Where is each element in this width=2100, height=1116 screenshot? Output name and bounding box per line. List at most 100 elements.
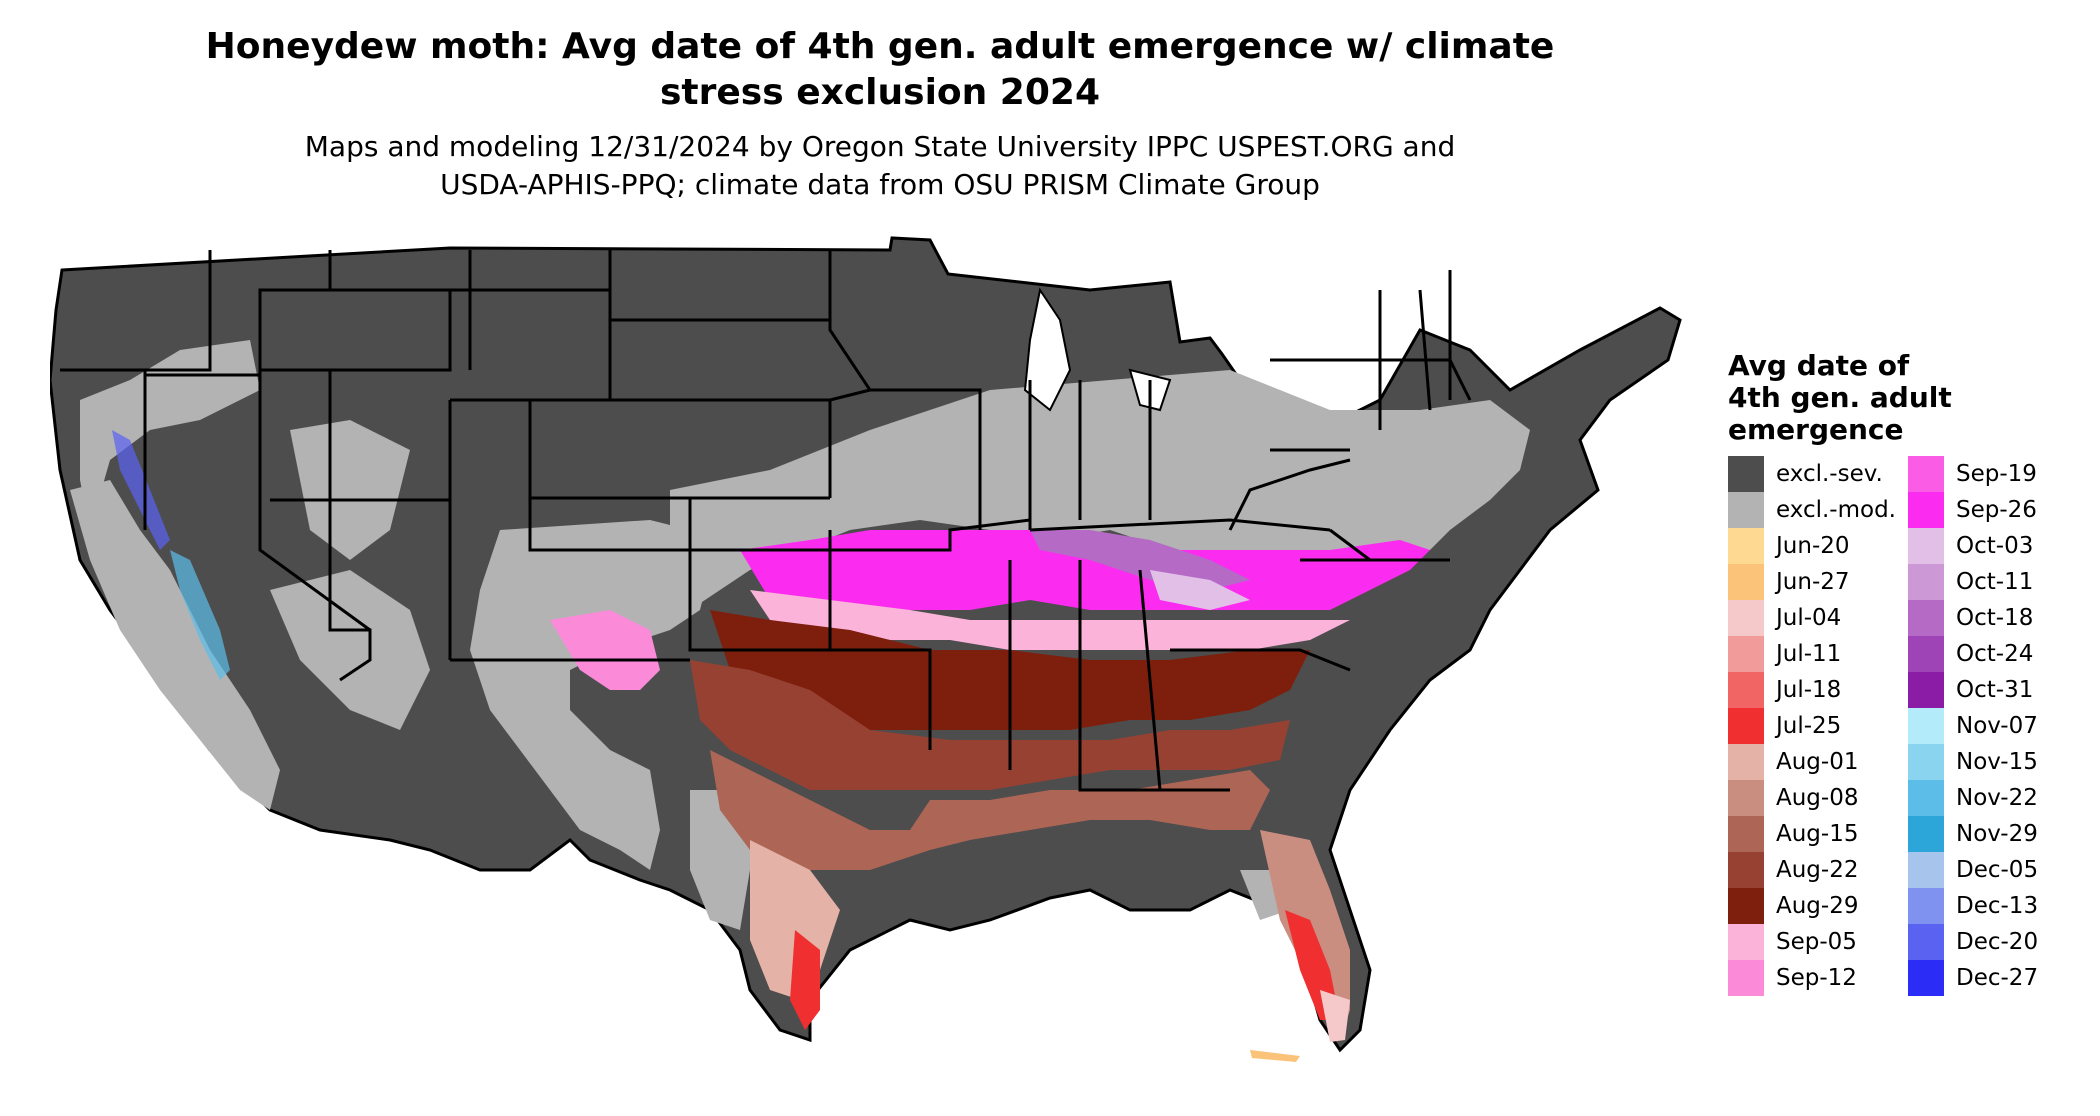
legend-label: Jun-27: [1776, 569, 1850, 595]
legend-swatch: [1728, 780, 1764, 816]
zone-aug-15: [710, 750, 1270, 870]
legend-label: Jul-04: [1776, 605, 1842, 631]
zone-oct-18: [1030, 530, 1250, 590]
legend-label: Aug-08: [1776, 785, 1859, 811]
legend-column-1: excl.-sev. excl.-mod. Jun-20 Jun-27 Jul-04 Ju…: [1728, 456, 1908, 996]
us-map: [50, 236, 1682, 1062]
legend-label: Nov-15: [1956, 749, 2038, 775]
legend-swatch: [1908, 636, 1944, 672]
legend-swatch: [1908, 960, 1944, 996]
legend-label: Dec-27: [1956, 965, 2039, 991]
legend-label: Dec-05: [1956, 857, 2039, 883]
legend-item: Dec-20: [1908, 924, 2088, 960]
zone-excl-mod-california: [70, 480, 280, 810]
legend-item: Jul-04: [1728, 600, 1908, 636]
legend-item: Jul-11: [1728, 636, 1908, 672]
legend-label: Sep-05: [1776, 929, 1857, 955]
legend-item: Oct-24: [1908, 636, 2088, 672]
legend-swatch: [1728, 492, 1764, 528]
legend-swatch: [1728, 708, 1764, 744]
legend-label: Oct-03: [1956, 533, 2034, 559]
legend-swatch: [1728, 672, 1764, 708]
legend-item: Jul-25: [1728, 708, 1908, 744]
legend-label: excl.-mod.: [1776, 497, 1896, 523]
zone-sep-26: [740, 530, 1430, 620]
legend-swatch: [1908, 528, 1944, 564]
legend-label: Aug-15: [1776, 821, 1859, 847]
legend: Avg date of 4th gen. adult emergence exc…: [1728, 350, 2088, 1010]
legend-swatch: [1908, 924, 1944, 960]
legend-label: Sep-26: [1956, 497, 2037, 523]
legend-item: Jun-20: [1728, 528, 1908, 564]
legend-item: Sep-05: [1728, 924, 1908, 960]
legend-item: Oct-31: [1908, 672, 2088, 708]
legend-item: Oct-03: [1908, 528, 2088, 564]
legend-swatch: [1908, 852, 1944, 888]
legend-label: Sep-19: [1956, 461, 2037, 487]
legend-swatch: [1908, 780, 1944, 816]
legend-label: Nov-22: [1956, 785, 2038, 811]
zone-jun-27-keys: [1250, 1050, 1300, 1062]
legend-item: Nov-22: [1908, 780, 2088, 816]
map-title-line-2: stress exclusion 2024: [660, 72, 1100, 113]
legend-label: Aug-29: [1776, 893, 1859, 919]
legend-item: Nov-29: [1908, 816, 2088, 852]
zone-oct-03: [1150, 570, 1250, 610]
legend-item: Oct-18: [1908, 600, 2088, 636]
legend-item: Jun-27: [1728, 564, 1908, 600]
legend-item: Jul-18: [1728, 672, 1908, 708]
legend-item: excl.-mod.: [1728, 492, 1908, 528]
legend-label: Aug-22: [1776, 857, 1859, 883]
zone-dec-california: [112, 430, 170, 550]
zone-nov-california: [170, 550, 230, 680]
legend-swatch: [1728, 852, 1764, 888]
legend-item: Dec-05: [1908, 852, 2088, 888]
legend-swatch: [1908, 600, 1944, 636]
legend-label: Nov-07: [1956, 713, 2038, 739]
legend-swatch: [1728, 924, 1764, 960]
legend-column-2: Sep-19 Sep-26 Oct-03 Oct-11 Oct-18 Oct-24 Oct-…: [1908, 456, 2088, 996]
legend-label: Oct-31: [1956, 677, 2034, 703]
zone-excl-mod-southwest: [270, 570, 430, 730]
legend-item: excl.-sev.: [1728, 456, 1908, 492]
legend-title-line-2: 4th gen. adult: [1728, 381, 1952, 414]
legend-swatch: [1728, 744, 1764, 780]
map-subtitle-line-2: USDA-APHIS-PPQ; climate data from OSU PR…: [440, 168, 1320, 201]
legend-label: Nov-29: [1956, 821, 2038, 847]
legend-title-line-3: emergence: [1728, 413, 1904, 446]
legend-item: Aug-01: [1728, 744, 1908, 780]
legend-item: Dec-27: [1908, 960, 2088, 996]
legend-columns: excl.-sev. excl.-mod. Jun-20 Jun-27 Jul-04 Ju…: [1728, 456, 2088, 996]
legend-item: Sep-12: [1728, 960, 1908, 996]
map-subtitle-line-1: Maps and modeling 12/31/2024 by Oregon S…: [304, 130, 1456, 163]
zone-excl-mod-texas: [470, 520, 710, 870]
legend-title-line-1: Avg date of: [1728, 349, 1910, 382]
legend-swatch: [1728, 456, 1764, 492]
legend-item: Aug-15: [1728, 816, 1908, 852]
legend-item: Sep-19: [1908, 456, 2088, 492]
legend-swatch: [1908, 564, 1944, 600]
zone-sep-12-southwest: [550, 610, 660, 690]
legend-swatch: [1908, 456, 1944, 492]
zone-jul-25-texas: [790, 930, 820, 1030]
legend-label: Dec-13: [1956, 893, 2039, 919]
zone-aug-22: [690, 660, 1290, 790]
legend-item: Nov-07: [1908, 708, 2088, 744]
state-boundaries: [60, 250, 1472, 792]
legend-label: Jul-25: [1776, 713, 1842, 739]
legend-item: Oct-11: [1908, 564, 2088, 600]
legend-swatch: [1728, 564, 1764, 600]
map-title: Honeydew moth: Avg date of 4th gen. adul…: [0, 24, 1760, 116]
legend-label: Jul-11: [1776, 641, 1842, 667]
zone-sep-05: [750, 590, 1350, 650]
legend-swatch: [1728, 816, 1764, 852]
legend-swatch: [1728, 960, 1764, 996]
legend-label: Oct-24: [1956, 641, 2034, 667]
legend-label: Jul-18: [1776, 677, 1842, 703]
legend-title: Avg date of 4th gen. adult emergence: [1728, 350, 2088, 446]
legend-item: Aug-29: [1728, 888, 1908, 924]
legend-label: Aug-01: [1776, 749, 1859, 775]
legend-label: Jun-20: [1776, 533, 1850, 559]
legend-swatch: [1908, 708, 1944, 744]
zone-excl-mod-west: [80, 340, 260, 530]
